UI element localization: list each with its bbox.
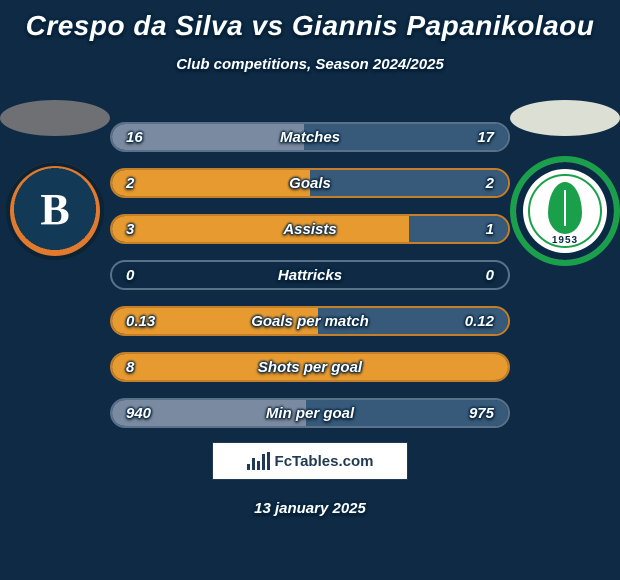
player-silhouette-right — [510, 100, 620, 136]
date-text: 13 january 2025 — [0, 500, 620, 517]
stat-label: Goals per match — [112, 313, 508, 330]
stat-value-right: 0 — [486, 267, 494, 284]
content-row: B 16Matches172Goals23Assists10Hattricks0… — [0, 100, 620, 428]
stat-row: 3Assists1 — [110, 214, 510, 244]
stat-label: Goals — [112, 175, 508, 192]
brand-logo-icon — [247, 452, 269, 470]
crest-letter: B — [40, 184, 69, 235]
club-crest-left: B — [6, 162, 104, 260]
stat-row: 0.13Goals per match0.12 — [110, 306, 510, 336]
stat-label: Assists — [112, 221, 508, 238]
leaf-icon — [548, 182, 582, 234]
club-crest-right: 1953 — [516, 162, 614, 260]
stat-row: 8Shots per goal — [110, 352, 510, 382]
stat-label: Matches — [112, 129, 508, 146]
stat-row: 940Min per goal975 — [110, 398, 510, 428]
stat-value-right: 975 — [469, 405, 494, 422]
brand-box[interactable]: FcTables.com — [212, 442, 408, 480]
stat-label: Shots per goal — [112, 359, 508, 376]
right-side: 1953 — [510, 100, 620, 260]
crest-year: 1953 — [516, 235, 614, 246]
brand-text: FcTables.com — [275, 453, 374, 470]
stat-row: 0Hattricks0 — [110, 260, 510, 290]
stat-row: 16Matches17 — [110, 122, 510, 152]
stat-value-right: 1 — [486, 221, 494, 238]
stat-bars: 16Matches17 2Goals2 3Assists1 0Hattricks0 0.… — [110, 100, 510, 428]
stat-value-right: 17 — [477, 129, 494, 146]
page-title: Crespo da Silva vs Giannis Papanikolaou — [0, 0, 620, 42]
subtitle: Club competitions, Season 2024/2025 — [0, 56, 620, 73]
stat-value-right: 0.12 — [465, 313, 494, 330]
stat-label: Min per goal — [112, 405, 508, 422]
left-side: B — [0, 100, 110, 260]
comparison-card: Crespo da Silva vs Giannis Papanikolaou … — [0, 0, 620, 580]
stat-label: Hattricks — [112, 267, 508, 284]
stat-row: 2Goals2 — [110, 168, 510, 198]
stat-value-right: 2 — [486, 175, 494, 192]
player-silhouette-left — [0, 100, 110, 136]
